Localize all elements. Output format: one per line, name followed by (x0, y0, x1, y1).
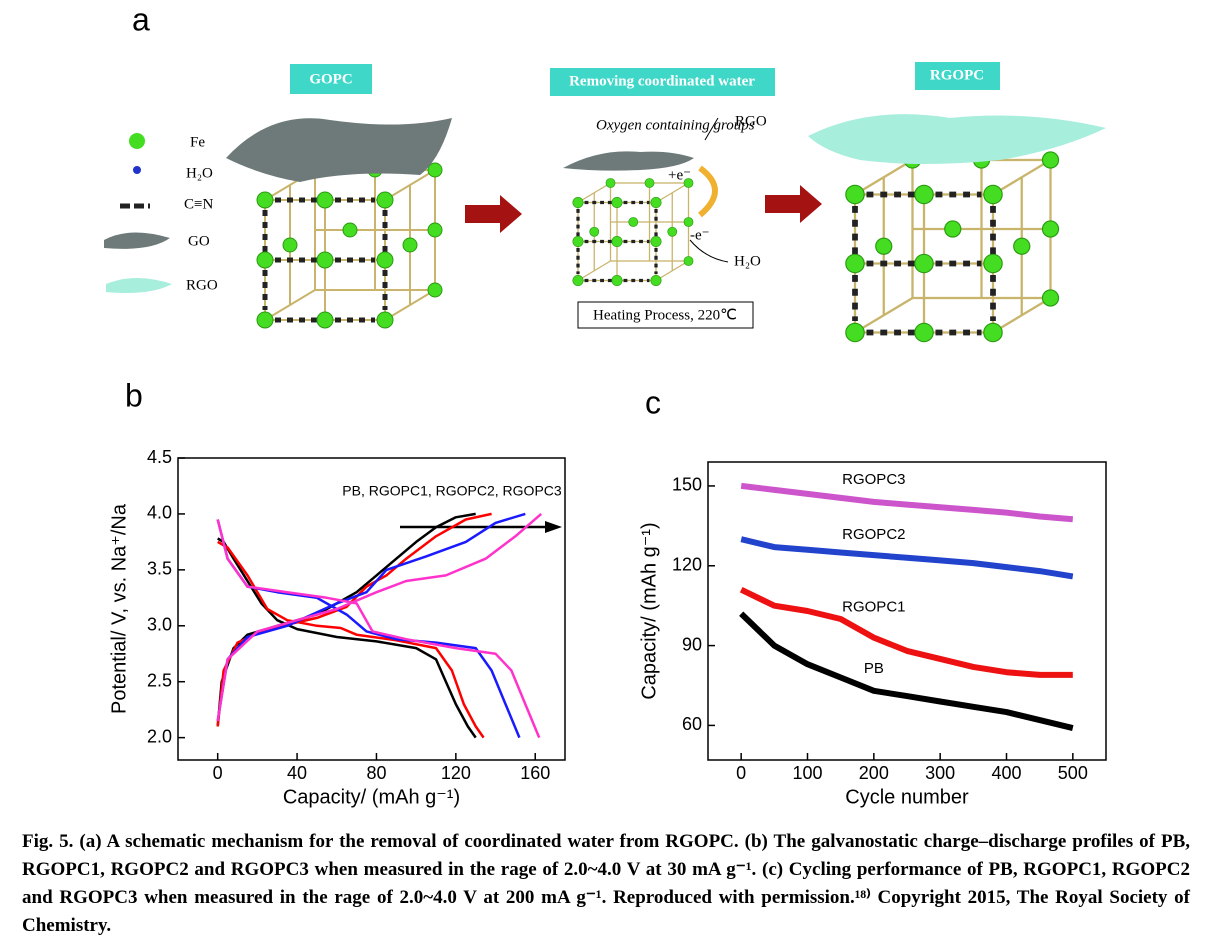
y-tick-label: 2.0 (147, 726, 172, 746)
arrow (704, 117, 719, 141)
x-tick-label: 160 (520, 763, 550, 783)
x-tick-label: 40 (287, 763, 307, 783)
data-line (216, 512, 543, 739)
annotation: Heating Process, 220℃ (593, 307, 737, 323)
series-label: PB (864, 660, 884, 677)
x-tick-label: 300 (925, 763, 955, 783)
x-tick-label: 500 (1058, 763, 1088, 783)
rgo-sheet (808, 114, 1106, 164)
x-tick-label: 80 (366, 763, 386, 783)
step-title: RGOPC (930, 67, 984, 83)
legend-label: GO (188, 233, 210, 249)
data-line (739, 586, 1073, 678)
annotation: PB, RGOPC1, RGOPC2, RGOPC3 (342, 483, 562, 499)
annotation: -e⁻ (690, 227, 710, 243)
title-box (550, 68, 775, 96)
x-tick-label: 0 (213, 763, 223, 783)
y-tick-label: 3.0 (147, 615, 172, 635)
series-label: RGOPC3 (842, 471, 905, 488)
legend-label: H₂O (186, 165, 213, 181)
arrow (689, 239, 729, 263)
plot-frame (177, 457, 566, 761)
x-tick-label: 400 (991, 763, 1021, 783)
annotation: H₂O (734, 253, 761, 269)
plot-frame (707, 461, 1107, 761)
step-title: GOPC (309, 71, 352, 87)
y-tick-label: 4.5 (147, 447, 172, 467)
caption: Fig. 5. (a) A schematic mechanism for th… (22, 831, 1190, 936)
data-line (216, 512, 477, 739)
legend-icon (133, 166, 141, 174)
legend-icon (104, 232, 170, 249)
x-tick-label: 0 (736, 763, 746, 783)
data-line (740, 482, 1074, 523)
data-line (216, 512, 526, 739)
panel-label: a (132, 1, 150, 37)
annotation: RGO (735, 113, 767, 129)
figure: a GOPC Removing coordinated water RGOPC … (104, 1, 1107, 808)
legend-icon (129, 133, 145, 149)
x-tick-label: 100 (792, 763, 822, 783)
y-tick-label: 2.5 (147, 670, 172, 690)
arrow (465, 195, 522, 233)
panel-label: c (645, 384, 661, 420)
process-box (577, 301, 754, 329)
x-axis-label: Cycle number (845, 786, 969, 808)
series-label: RGOPC2 (842, 526, 905, 543)
cycle-arrow (698, 165, 718, 218)
y-tick-label: 150 (672, 475, 702, 495)
annotation: +e⁻ (668, 167, 691, 183)
y-tick-label: 90 (682, 634, 702, 654)
step-title: Removing coordinated water (569, 73, 755, 89)
series-label: RGOPC1 (842, 599, 905, 616)
title-box (915, 62, 1000, 90)
y-tick-label: 60 (682, 714, 702, 734)
data-line (739, 611, 1074, 732)
arrow (545, 521, 562, 533)
legend-label: RGO (186, 277, 218, 293)
y-tick-label: 3.5 (147, 559, 172, 579)
legend-icon (106, 278, 172, 293)
panel-label: b (125, 377, 143, 413)
go-sheet (226, 118, 452, 182)
legend-label: C≡N (184, 196, 213, 212)
arrow (765, 185, 822, 223)
y-axis-label: Capacity/ (mAh g⁻¹) (638, 522, 660, 699)
go-sheet (563, 151, 694, 171)
y-tick-label: 4.0 (147, 503, 172, 523)
title-box (290, 64, 372, 94)
y-axis-label: Potential/ V, vs. Na⁺/Na (108, 503, 130, 714)
x-tick-label: 200 (859, 763, 889, 783)
annotation: Oxygen containing groups (596, 117, 755, 133)
x-tick-label: 120 (441, 763, 471, 783)
y-tick-label: 120 (672, 555, 702, 575)
data-line (740, 536, 1074, 580)
lattice (846, 152, 1059, 342)
x-axis-label: Capacity/ (mAh g⁻¹) (283, 786, 460, 808)
lattice (571, 176, 695, 288)
legend-label: Fe (190, 134, 205, 150)
lattice (257, 163, 442, 328)
